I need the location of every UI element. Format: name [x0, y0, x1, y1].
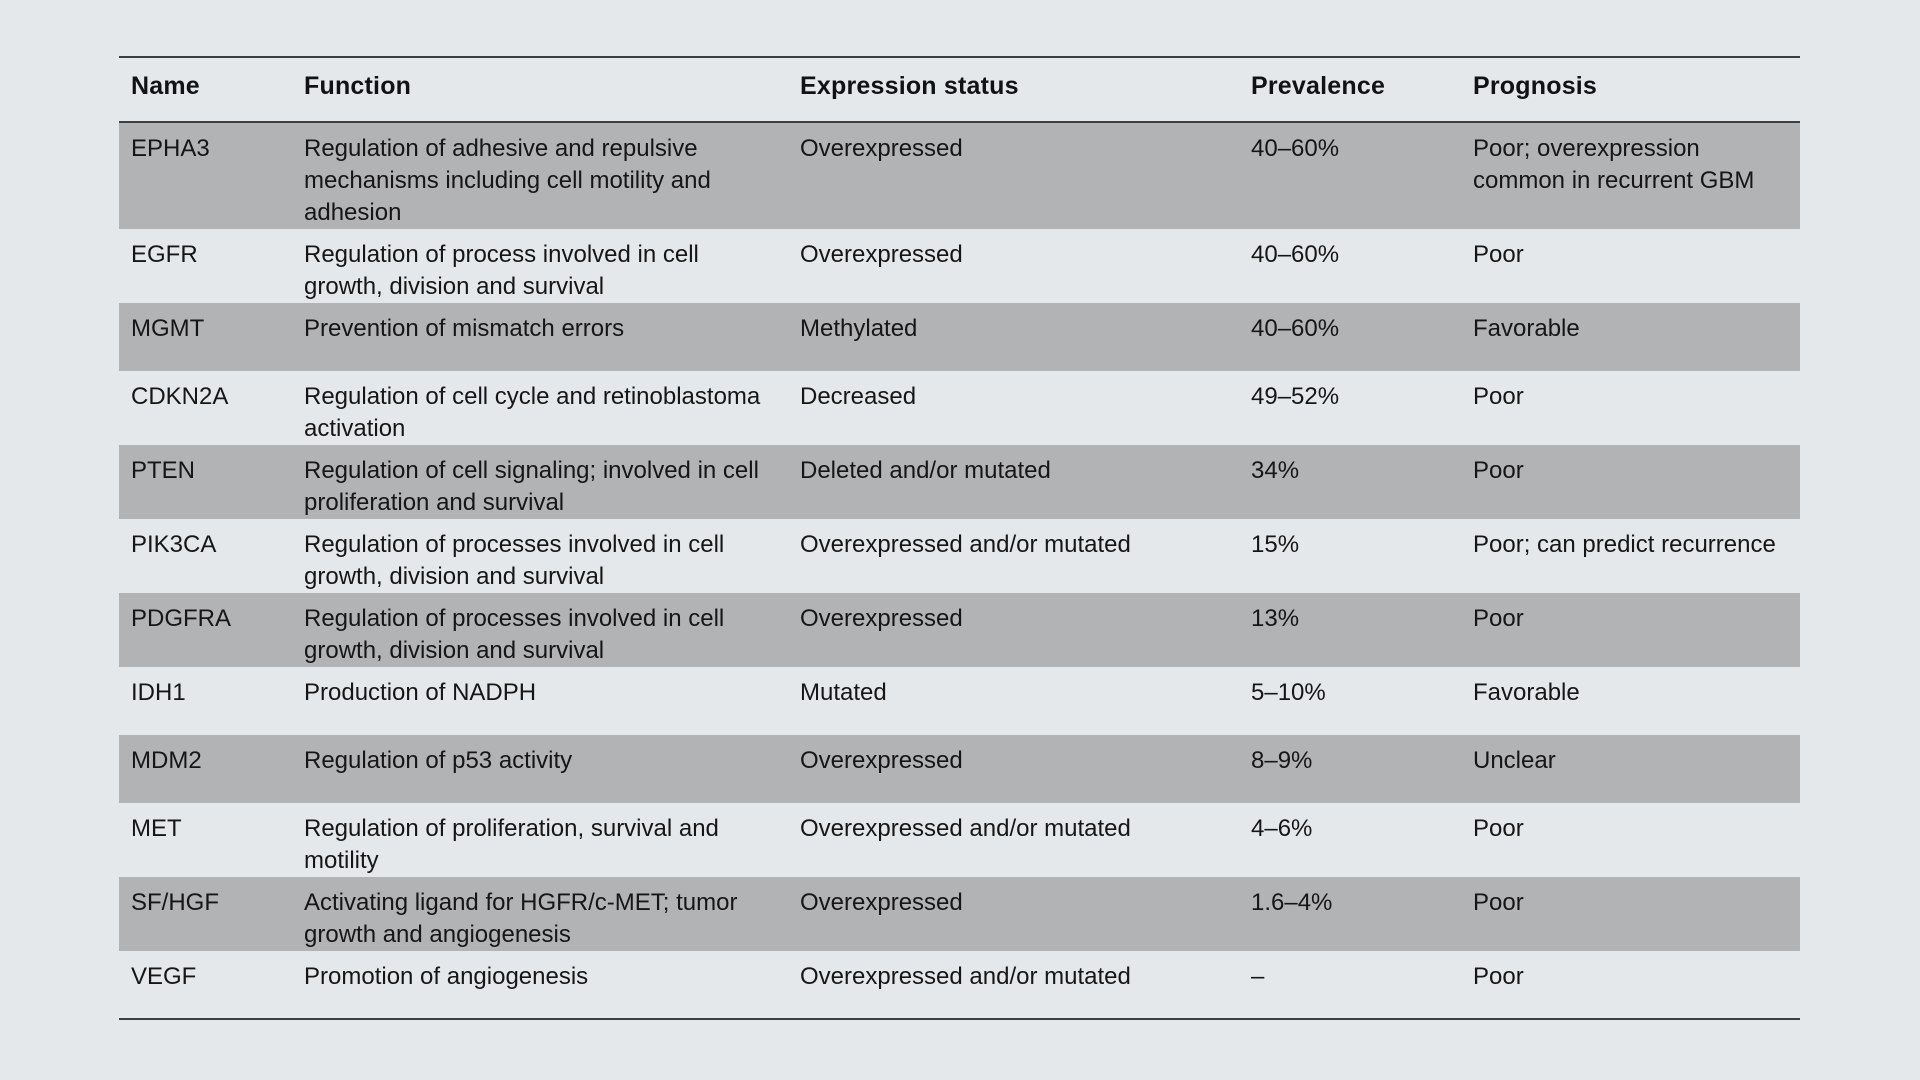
cell-function: Regulation of cell signaling; involved i…	[304, 457, 759, 516]
cell-prognosis: Poor; can predict recurrence	[1473, 531, 1776, 558]
gene-marker-table: Name Function Expression status Prevalen…	[119, 56, 1800, 1020]
table-row-pdgfra: PDGFRA Regulation of processes involved …	[119, 593, 1800, 667]
cell-expression-status: Methylated	[800, 315, 918, 342]
cell-expression-status: Overexpressed and/or mutated	[800, 815, 1131, 842]
column-header-prognosis: Prognosis	[1473, 72, 1598, 100]
cell-prevalence: 5–10%	[1251, 679, 1326, 706]
cell-name: SF/HGF	[131, 889, 219, 916]
column-header-prevalence: Prevalence	[1251, 72, 1386, 100]
cell-prevalence: 40–60%	[1251, 135, 1340, 162]
cell-function: Promotion of angiogenesis	[304, 963, 589, 990]
cell-prognosis: Favorable	[1473, 679, 1580, 706]
cell-prevalence: 49–52%	[1251, 383, 1340, 410]
cell-expression-status: Overexpressed	[800, 747, 963, 774]
cell-function: Regulation of processes involved in cell…	[304, 531, 725, 590]
cell-prevalence: –	[1251, 963, 1265, 990]
table-row-egfr: EGFR Regulation of process involved in c…	[119, 229, 1800, 303]
table-row-pik3ca: PIK3CA Regulation of processes involved …	[119, 519, 1800, 593]
table-header: Name Function Expression status Prevalen…	[119, 57, 1800, 122]
table-row-met: MET Regulation of proliferation, surviva…	[119, 803, 1800, 877]
cell-name: EGFR	[131, 241, 198, 268]
table-row-mdm2: MDM2 Regulation of p53 activity Overexpr…	[119, 735, 1800, 803]
cell-function: Regulation of process involved in cell g…	[304, 241, 699, 300]
cell-prevalence: 13%	[1251, 605, 1300, 632]
cell-expression-status: Overexpressed	[800, 605, 963, 632]
cell-name: IDH1	[131, 679, 186, 706]
column-header-name: Name	[131, 72, 200, 100]
cell-prevalence: 34%	[1251, 457, 1300, 484]
cell-prognosis: Poor	[1473, 605, 1524, 632]
cell-prognosis: Poor; overexpression common in recurrent…	[1473, 135, 1755, 194]
cell-function: Regulation of adhesive and repulsive mec…	[304, 135, 711, 226]
cell-prevalence: 15%	[1251, 531, 1300, 558]
cell-expression-status: Deleted and/or mutated	[800, 457, 1051, 484]
cell-prognosis: Poor	[1473, 383, 1524, 410]
cell-name: MET	[131, 815, 182, 842]
cell-expression-status: Overexpressed	[800, 241, 963, 268]
cell-function: Prevention of mismatch errors	[304, 315, 625, 342]
cell-function: Regulation of cell cycle and retinoblast…	[304, 383, 761, 442]
cell-name: CDKN2A	[131, 383, 229, 410]
cell-name: PTEN	[131, 457, 196, 484]
table-row-mgmt: MGMT Prevention of mismatch errors Methy…	[119, 303, 1800, 371]
column-header-function: Function	[304, 72, 412, 100]
cell-name: PIK3CA	[131, 531, 217, 558]
cell-prognosis: Poor	[1473, 889, 1524, 916]
cell-prevalence: 1.6–4%	[1251, 889, 1333, 916]
cell-name: PDGFRA	[131, 605, 232, 632]
cell-expression-status: Overexpressed	[800, 135, 963, 162]
cell-expression-status: Mutated	[800, 679, 887, 706]
cell-prognosis: Favorable	[1473, 315, 1580, 342]
table-row-idh1: IDH1 Production of NADPH Mutated 5–10% F…	[119, 667, 1800, 735]
table-row-vegf: VEGF Promotion of angiogenesis Overexpre…	[119, 951, 1800, 1019]
cell-expression-status: Overexpressed and/or mutated	[800, 531, 1131, 558]
table-row-cdkn2a: CDKN2A Regulation of cell cycle and reti…	[119, 371, 1800, 445]
header-row: Name Function Expression status Prevalen…	[119, 57, 1800, 122]
cell-name: MGMT	[131, 315, 205, 342]
cell-prevalence: 4–6%	[1251, 815, 1313, 842]
column-header-expression-status: Expression status	[800, 72, 1019, 100]
table-row-epha3: EPHA3 Regulation of adhesive and repulsi…	[119, 122, 1800, 229]
cell-name: MDM2	[131, 747, 202, 774]
cell-function: Activating ligand for HGFR/c-MET; tumor …	[304, 889, 738, 948]
cell-function: Regulation of processes involved in cell…	[304, 605, 725, 664]
cell-prognosis: Unclear	[1473, 747, 1556, 774]
cell-function: Production of NADPH	[304, 679, 537, 706]
table-row-pten: PTEN Regulation of cell signaling; invol…	[119, 445, 1800, 519]
cell-prevalence: 40–60%	[1251, 241, 1340, 268]
cell-function: Regulation of proliferation, survival an…	[304, 815, 719, 874]
gene-marker-table-container: Name Function Expression status Prevalen…	[119, 56, 1800, 1020]
table-row-sf-hgf: SF/HGF Activating ligand for HGFR/c-MET;…	[119, 877, 1800, 951]
cell-prognosis: Poor	[1473, 241, 1524, 268]
cell-prognosis: Poor	[1473, 815, 1524, 842]
cell-expression-status: Overexpressed	[800, 889, 963, 916]
table-body: EPHA3 Regulation of adhesive and repulsi…	[119, 122, 1800, 1019]
cell-expression-status: Decreased	[800, 383, 917, 410]
cell-prevalence: 8–9%	[1251, 747, 1313, 774]
cell-prognosis: Poor	[1473, 963, 1524, 990]
cell-prevalence: 40–60%	[1251, 315, 1340, 342]
cell-name: EPHA3	[131, 135, 210, 162]
cell-name: VEGF	[131, 963, 197, 990]
cell-function: Regulation of p53 activity	[304, 747, 573, 774]
cell-prognosis: Poor	[1473, 457, 1524, 484]
cell-expression-status: Overexpressed and/or mutated	[800, 963, 1131, 990]
